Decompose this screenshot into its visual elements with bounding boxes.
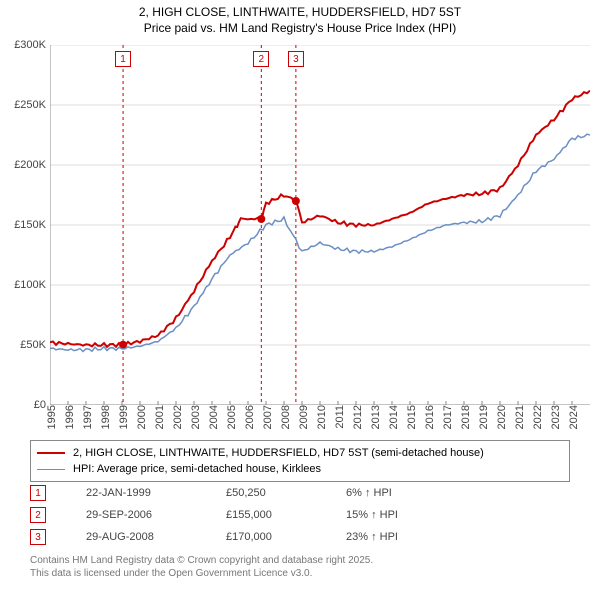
attribution-line-1: Contains HM Land Registry data © Crown c… bbox=[30, 554, 373, 567]
x-tick-label: 1996 bbox=[64, 405, 76, 429]
y-tick-label: £50K bbox=[20, 339, 50, 351]
x-tick-label: 2019 bbox=[478, 405, 490, 429]
legend: 2, HIGH CLOSE, LINTHWAITE, HUDDERSFIELD,… bbox=[30, 440, 570, 482]
attribution-line-2: This data is licensed under the Open Gov… bbox=[30, 567, 373, 580]
y-tick-label: £100K bbox=[14, 279, 50, 291]
x-tick-label: 2012 bbox=[352, 405, 364, 429]
x-tick-label: 2003 bbox=[190, 405, 202, 429]
x-tick-label: 2005 bbox=[226, 405, 238, 429]
marker-badge: 3 bbox=[30, 529, 46, 545]
x-tick-label: 2011 bbox=[334, 405, 346, 429]
legend-item: 2, HIGH CLOSE, LINTHWAITE, HUDDERSFIELD,… bbox=[37, 445, 563, 461]
title-line-2: Price paid vs. HM Land Registry's House … bbox=[0, 20, 600, 36]
x-tick-label: 2023 bbox=[550, 405, 562, 429]
x-tick-label: 2018 bbox=[460, 405, 472, 429]
marker-price: £170,000 bbox=[226, 531, 346, 543]
legend-item: HPI: Average price, semi-detached house,… bbox=[37, 461, 563, 477]
legend-swatch bbox=[37, 452, 65, 454]
chart-plot-area: £0£50K£100K£150K£200K£250K£300K199519961… bbox=[50, 45, 590, 405]
x-tick-label: 2002 bbox=[172, 405, 184, 429]
x-tick-label: 1997 bbox=[82, 405, 94, 429]
attribution: Contains HM Land Registry data © Crown c… bbox=[30, 554, 373, 580]
marker-badge: 1 bbox=[30, 485, 46, 501]
x-tick-label: 2008 bbox=[280, 405, 292, 429]
marker-diff: 6% ↑ HPI bbox=[346, 487, 466, 499]
chart-title: 2, HIGH CLOSE, LINTHWAITE, HUDDERSFIELD,… bbox=[0, 0, 600, 36]
title-line-1: 2, HIGH CLOSE, LINTHWAITE, HUDDERSFIELD,… bbox=[0, 4, 600, 20]
marker-price: £155,000 bbox=[226, 509, 346, 521]
x-tick-label: 2010 bbox=[316, 405, 328, 429]
x-tick-label: 1999 bbox=[118, 405, 130, 429]
legend-label: 2, HIGH CLOSE, LINTHWAITE, HUDDERSFIELD,… bbox=[73, 447, 484, 459]
y-tick-label: £150K bbox=[14, 219, 50, 231]
y-tick-label: £300K bbox=[14, 39, 50, 51]
x-tick-label: 2004 bbox=[208, 405, 220, 429]
x-tick-label: 2022 bbox=[532, 405, 544, 429]
x-tick-label: 2017 bbox=[442, 405, 454, 429]
event-marker-1: 1 bbox=[115, 51, 131, 67]
marker-diff: 23% ↑ HPI bbox=[346, 531, 466, 543]
legend-swatch bbox=[37, 469, 65, 470]
markers-table: 1 22-JAN-1999£50,2506% ↑ HPI 2 29-SEP-2006£… bbox=[30, 482, 466, 548]
x-tick-label: 2016 bbox=[424, 405, 436, 429]
chart-container: 2, HIGH CLOSE, LINTHWAITE, HUDDERSFIELD,… bbox=[0, 0, 600, 590]
x-tick-label: 2014 bbox=[388, 405, 400, 429]
x-tick-label: 2013 bbox=[370, 405, 382, 429]
marker-date: 22-JAN-1999 bbox=[86, 487, 226, 499]
x-tick-label: 1995 bbox=[46, 405, 58, 429]
x-tick-label: 2001 bbox=[154, 405, 166, 429]
marker-price: £50,250 bbox=[226, 487, 346, 499]
x-tick-label: 2000 bbox=[136, 405, 148, 429]
event-marker-3: 3 bbox=[288, 51, 304, 67]
event-marker-2: 2 bbox=[253, 51, 269, 67]
y-tick-label: £250K bbox=[14, 99, 50, 111]
y-tick-label: £200K bbox=[14, 159, 50, 171]
legend-label: HPI: Average price, semi-detached house,… bbox=[73, 463, 321, 475]
x-tick-label: 2024 bbox=[568, 405, 580, 429]
marker-date: 29-SEP-2006 bbox=[86, 509, 226, 521]
x-tick-label: 2021 bbox=[514, 405, 526, 429]
marker-diff: 15% ↑ HPI bbox=[346, 509, 466, 521]
x-tick-label: 2009 bbox=[298, 405, 310, 429]
marker-row: 3 29-AUG-2008£170,00023% ↑ HPI bbox=[30, 526, 466, 548]
x-tick-label: 2015 bbox=[406, 405, 418, 429]
x-tick-label: 2006 bbox=[244, 405, 256, 429]
x-tick-label: 1998 bbox=[100, 405, 112, 429]
chart-svg bbox=[50, 45, 590, 405]
marker-date: 29-AUG-2008 bbox=[86, 531, 226, 543]
marker-row: 1 22-JAN-1999£50,2506% ↑ HPI bbox=[30, 482, 466, 504]
x-tick-label: 2020 bbox=[496, 405, 508, 429]
marker-badge: 2 bbox=[30, 507, 46, 523]
marker-row: 2 29-SEP-2006£155,00015% ↑ HPI bbox=[30, 504, 466, 526]
x-tick-label: 2007 bbox=[262, 405, 274, 429]
